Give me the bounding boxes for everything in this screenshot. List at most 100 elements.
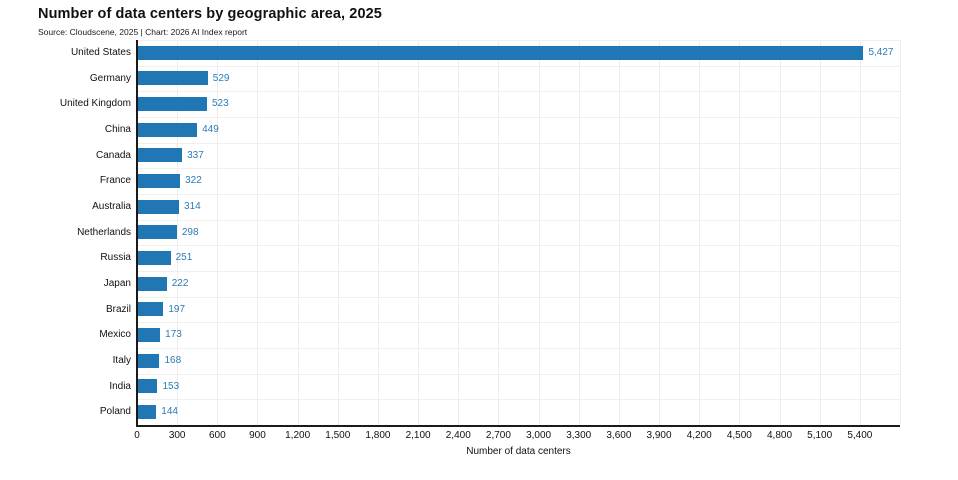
bar (137, 353, 160, 368)
chart-title: Number of data centers by geographic are… (38, 6, 382, 22)
horizontal-gridline (137, 271, 900, 272)
bar (137, 122, 198, 137)
x-tick-label: 3,600 (606, 430, 632, 441)
x-tick-label: 5,100 (807, 430, 833, 441)
x-axis-title: Number of data centers (466, 446, 571, 457)
vertical-gridline (538, 40, 540, 425)
bar (137, 97, 207, 112)
horizontal-gridline (137, 296, 900, 298)
value-label: 449 (202, 124, 219, 135)
y-axis-line (136, 40, 138, 426)
value-label: 173 (165, 329, 182, 341)
bar (137, 405, 157, 420)
category-label: Canada (95, 149, 131, 161)
vertical-gridline (618, 40, 620, 425)
x-tick-label: 900 (249, 430, 266, 441)
bar (137, 328, 161, 343)
horizontal-gridline (137, 65, 900, 67)
plot-area: United States 5,427 Germany 529 United Kingd… (0, 40, 958, 427)
bar (137, 148, 183, 163)
category-label: Brazil (105, 303, 131, 315)
value-label: 298 (181, 226, 199, 238)
bar-row: Canada 337 (0, 143, 958, 169)
bar-row: Poland 144 (0, 399, 958, 425)
value-label: 197 (168, 303, 186, 315)
value-label: 529 (212, 72, 230, 84)
vertical-gridline (859, 40, 861, 425)
category-label: United Kingdom (59, 98, 131, 110)
x-tick-label: 4,800 (767, 430, 793, 441)
category-label: Russia (100, 252, 131, 264)
category-label: United States (70, 47, 131, 58)
category-label: India (109, 380, 131, 392)
category-label: Australia (92, 201, 131, 212)
horizontal-gridline (137, 399, 900, 401)
horizontal-gridline (137, 322, 900, 324)
vertical-gridline (177, 40, 179, 425)
category-label: Poland (99, 406, 131, 418)
horizontal-gridline (137, 373, 900, 375)
x-tick-label: 2,100 (405, 430, 431, 441)
x-tick-label: 5,400 (847, 430, 873, 441)
vertical-gridline (900, 40, 901, 425)
x-tick-label: 4,500 (726, 430, 752, 441)
horizontal-gridline (137, 348, 900, 349)
x-tick-label: 1,200 (285, 430, 311, 441)
vertical-gridline (578, 40, 580, 425)
x-tick-label: 4,200 (686, 430, 712, 441)
x-tick-label: 3,000 (526, 430, 552, 441)
value-label: 523 (212, 98, 229, 110)
chart-subtitle: Source: Cloudscene, 2025 | Chart: 2026 A… (38, 27, 248, 37)
vertical-gridline (217, 40, 219, 425)
vertical-gridline (659, 40, 661, 425)
horizontal-gridline (137, 91, 900, 93)
bar (137, 71, 208, 86)
bar (137, 199, 180, 214)
value-label: 251 (175, 252, 193, 264)
horizontal-gridline (137, 194, 900, 195)
category-label: France (99, 175, 131, 187)
horizontal-gridline (137, 40, 900, 41)
vertical-gridline (337, 40, 339, 425)
bar-row: China 449 (0, 117, 958, 143)
bar-row: Brazil 197 (0, 297, 958, 323)
category-label: Italy (112, 355, 131, 366)
bar (137, 174, 181, 189)
value-label: 168 (164, 355, 182, 366)
bar-row: Japan 222 (0, 271, 958, 297)
x-tick-label: 1,500 (325, 430, 351, 441)
value-label: 5,427 (868, 47, 894, 58)
bar (137, 276, 167, 291)
vertical-gridline (257, 40, 259, 425)
x-tick-label: 2,700 (485, 430, 511, 441)
bar-row: France 322 (0, 168, 958, 194)
x-tick-label: 300 (168, 430, 186, 441)
bar-row: United States 5,427 (0, 40, 958, 66)
horizontal-gridline (137, 245, 900, 247)
bar (137, 45, 864, 60)
vertical-gridline (699, 40, 701, 425)
vertical-gridline (377, 40, 379, 425)
x-tick-label: 3,300 (566, 430, 592, 441)
category-label: Netherlands (77, 226, 131, 238)
x-tick-label: 2,400 (445, 430, 471, 441)
x-axis-line (136, 425, 900, 427)
vertical-gridline (297, 40, 299, 425)
bar (137, 225, 177, 240)
vertical-gridline (819, 40, 821, 425)
vertical-gridline (739, 40, 741, 425)
category-label: Mexico (99, 329, 131, 341)
value-label: 314 (184, 201, 201, 212)
bar-row: Australia 314 (0, 194, 958, 220)
category-label: Germany (89, 72, 131, 84)
vertical-gridline (418, 40, 420, 425)
value-label: 153 (162, 380, 180, 392)
x-tick-label: 1,800 (365, 430, 391, 441)
bar (137, 302, 164, 317)
bar-row: Russia 251 (0, 245, 958, 271)
bar-row: Netherlands 298 (0, 220, 958, 246)
bar-row: India 153 (0, 374, 958, 400)
x-tick-label: 600 (208, 430, 226, 441)
bar-row: Mexico 173 (0, 322, 958, 348)
